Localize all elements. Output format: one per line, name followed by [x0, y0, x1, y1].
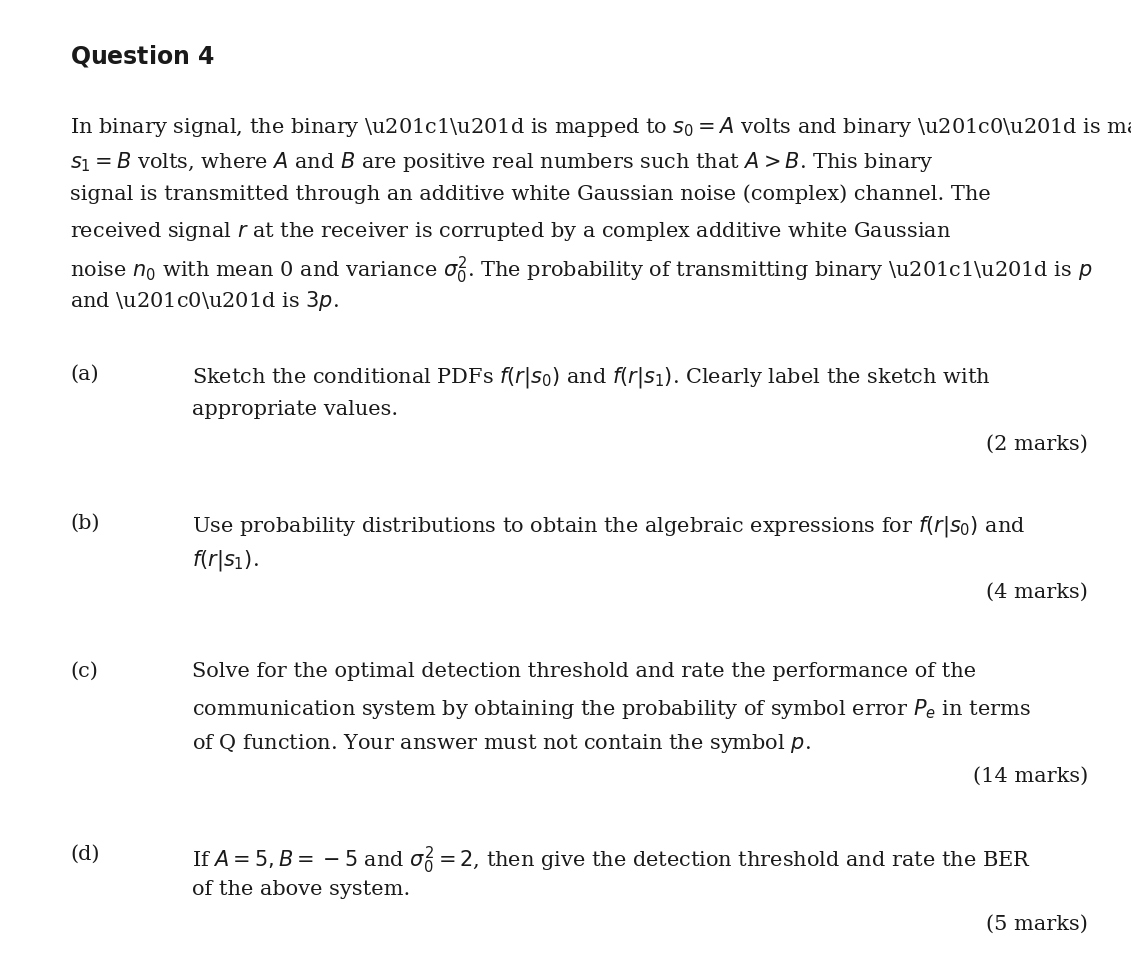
Text: (4 marks): (4 marks) [986, 583, 1088, 602]
Text: If $A = 5, B =  -5$ and $\sigma_0^2 = 2$, then give the detection threshold and : If $A = 5, B = -5$ and $\sigma_0^2 = 2$,… [192, 845, 1031, 876]
Text: (a): (a) [70, 365, 98, 384]
Text: appropriate values.: appropriate values. [192, 400, 398, 418]
Text: $\mathbf{Question\ 4}$: $\mathbf{Question\ 4}$ [70, 43, 215, 70]
Text: (b): (b) [70, 514, 100, 532]
Text: (5 marks): (5 marks) [986, 914, 1088, 934]
Text: $f(r|s_1)$.: $f(r|s_1)$. [192, 548, 259, 573]
Text: Sketch the conditional PDFs $f(r|s_0)$ and $f(r|s_1)$. Clearly label the sketch : Sketch the conditional PDFs $f(r|s_0)$ a… [192, 365, 991, 390]
Text: and \u201c0\u201d is $3p$.: and \u201c0\u201d is $3p$. [70, 289, 339, 313]
Text: $s_1 = B$ volts, where $A$ and $B$ are positive real numbers such that $A > B$. : $s_1 = B$ volts, where $A$ and $B$ are p… [70, 150, 933, 173]
Text: In binary signal, the binary \u201c1\u201d is mapped to $s_0 = A$ volts and bina: In binary signal, the binary \u201c1\u20… [70, 116, 1131, 139]
Text: (2 marks): (2 marks) [986, 434, 1088, 454]
Text: of Q function. Your answer must not contain the symbol $p$.: of Q function. Your answer must not cont… [192, 731, 811, 755]
Text: received signal $r$ at the receiver is corrupted by a complex additive white Gau: received signal $r$ at the receiver is c… [70, 220, 951, 242]
Text: signal is transmitted through an additive white Gaussian noise (complex) channel: signal is transmitted through an additiv… [70, 184, 991, 205]
Text: noise $n_0$ with mean 0 and variance $\sigma_0^2$. The probability of transmitti: noise $n_0$ with mean 0 and variance $\s… [70, 254, 1093, 285]
Text: of the above system.: of the above system. [192, 880, 411, 899]
Text: communication system by obtaining the probability of symbol error $P_e$ in terms: communication system by obtaining the pr… [192, 697, 1031, 720]
Text: Use probability distributions to obtain the algebraic expressions for $f(r|s_0)$: Use probability distributions to obtain … [192, 514, 1026, 539]
Text: (14 marks): (14 marks) [973, 766, 1088, 785]
Text: Solve for the optimal detection threshold and rate the performance of the: Solve for the optimal detection threshol… [192, 662, 976, 681]
Text: (d): (d) [70, 845, 100, 864]
Text: (c): (c) [70, 662, 98, 681]
